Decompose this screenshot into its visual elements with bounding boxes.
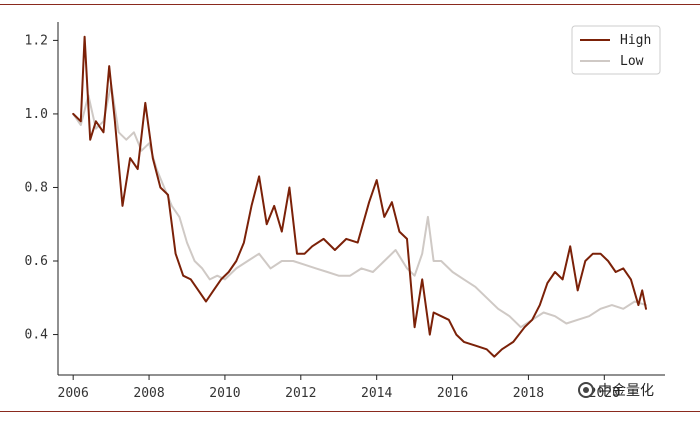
y-tick-label: 0.4 <box>25 328 49 343</box>
x-tick-label: 2012 <box>285 386 316 401</box>
watermark: 中金量化 <box>578 380 654 400</box>
legend-label-low: Low <box>620 54 644 69</box>
watermark-text: 中金量化 <box>598 383 654 399</box>
series-layer <box>72 35 647 358</box>
y-tick-label: 0.6 <box>25 254 48 269</box>
x-tick-label: 2014 <box>361 386 392 401</box>
y-tick-label: 1.0 <box>25 107 48 122</box>
x-tick-label: 2010 <box>209 386 240 401</box>
legend-label-high: High <box>620 33 651 48</box>
y-tick-label: 0.8 <box>25 180 48 195</box>
bottom-rule <box>0 411 700 412</box>
top-rule <box>0 4 700 5</box>
line-chart: 0.4 0.6 0.8 1.0 1.2 2006 2008 2010 2012 2014 2016 2… <box>25 22 665 401</box>
series-line-low <box>72 83 647 329</box>
x-tick-label: 2008 <box>133 386 164 401</box>
x-tick-label: 2016 <box>437 386 468 401</box>
x-tick-label: 2018 <box>513 386 544 401</box>
x-tick-label: 2006 <box>58 386 89 401</box>
y-tick-label: 1.2 <box>25 33 48 48</box>
x-tick-label: 2020 <box>589 386 620 401</box>
series-line-high <box>72 35 647 358</box>
chart-legend: High Low <box>571 25 661 75</box>
chart-axes: 0.4 0.6 0.8 1.0 1.2 2006 2008 2010 2012 2014 2016 2… <box>25 22 665 401</box>
wechat-logo-icon <box>578 382 594 398</box>
